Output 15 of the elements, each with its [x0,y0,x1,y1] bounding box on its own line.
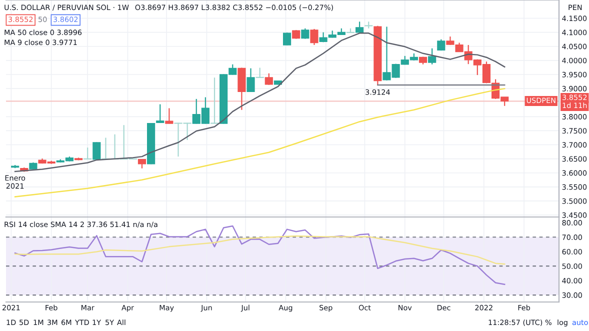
candlestick [165,108,174,124]
candlestick [310,28,318,46]
candlestick [256,67,264,78]
candlestick [92,142,101,160]
candlestick [210,77,219,124]
candlestick [156,104,164,124]
candlestick [264,72,273,86]
candlestick [238,67,246,110]
candlestick [246,68,255,92]
line-series [14,235,506,265]
candlestick [84,147,92,160]
candlestick [138,158,146,169]
candlestick [428,48,436,65]
candlestick [301,28,310,40]
candlestick [282,32,292,46]
